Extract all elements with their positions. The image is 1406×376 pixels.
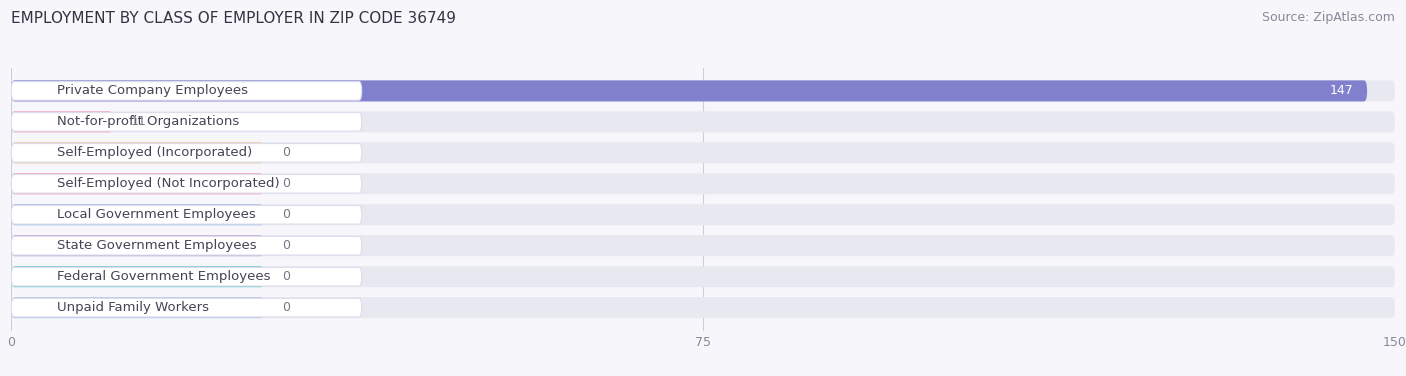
- Text: 0: 0: [283, 177, 290, 190]
- FancyBboxPatch shape: [11, 267, 361, 286]
- Text: Local Government Employees: Local Government Employees: [56, 208, 256, 221]
- FancyBboxPatch shape: [11, 173, 263, 194]
- Text: 0: 0: [283, 270, 290, 283]
- Text: 147: 147: [1330, 84, 1353, 97]
- FancyBboxPatch shape: [11, 204, 263, 225]
- Text: 0: 0: [283, 301, 290, 314]
- Text: Source: ZipAtlas.com: Source: ZipAtlas.com: [1261, 11, 1395, 24]
- FancyBboxPatch shape: [11, 144, 361, 162]
- FancyBboxPatch shape: [11, 112, 361, 131]
- FancyBboxPatch shape: [11, 173, 1395, 194]
- FancyBboxPatch shape: [11, 111, 112, 132]
- FancyBboxPatch shape: [11, 142, 263, 163]
- Text: State Government Employees: State Government Employees: [56, 239, 256, 252]
- Text: EMPLOYMENT BY CLASS OF EMPLOYER IN ZIP CODE 36749: EMPLOYMENT BY CLASS OF EMPLOYER IN ZIP C…: [11, 11, 457, 26]
- Text: Not-for-profit Organizations: Not-for-profit Organizations: [56, 115, 239, 128]
- FancyBboxPatch shape: [11, 297, 1395, 318]
- Text: Self-Employed (Not Incorporated): Self-Employed (Not Incorporated): [56, 177, 280, 190]
- Text: 0: 0: [283, 146, 290, 159]
- FancyBboxPatch shape: [11, 266, 1395, 287]
- FancyBboxPatch shape: [11, 111, 1395, 132]
- FancyBboxPatch shape: [11, 204, 1395, 225]
- FancyBboxPatch shape: [11, 205, 361, 224]
- FancyBboxPatch shape: [11, 235, 263, 256]
- Text: Federal Government Employees: Federal Government Employees: [56, 270, 270, 283]
- FancyBboxPatch shape: [11, 142, 1395, 163]
- Text: 11: 11: [131, 115, 146, 128]
- FancyBboxPatch shape: [11, 266, 263, 287]
- FancyBboxPatch shape: [11, 297, 263, 318]
- FancyBboxPatch shape: [11, 237, 361, 255]
- FancyBboxPatch shape: [11, 174, 361, 193]
- Text: 0: 0: [283, 208, 290, 221]
- FancyBboxPatch shape: [11, 80, 1395, 102]
- FancyBboxPatch shape: [11, 299, 361, 317]
- FancyBboxPatch shape: [11, 235, 1395, 256]
- FancyBboxPatch shape: [11, 82, 361, 100]
- FancyBboxPatch shape: [11, 80, 1367, 102]
- Text: Self-Employed (Incorporated): Self-Employed (Incorporated): [56, 146, 252, 159]
- Text: 0: 0: [283, 239, 290, 252]
- Text: Unpaid Family Workers: Unpaid Family Workers: [56, 301, 209, 314]
- Text: Private Company Employees: Private Company Employees: [56, 84, 247, 97]
